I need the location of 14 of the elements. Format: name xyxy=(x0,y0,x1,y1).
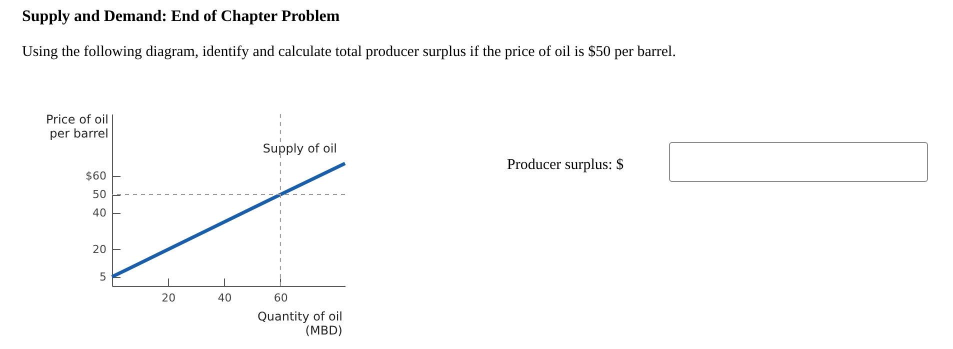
chart-title: Supply and Demand: End of Chapter Problem xyxy=(22,8,340,26)
x-tick-label: 60 xyxy=(274,292,288,304)
y-tick-label: 50 xyxy=(92,188,106,202)
y-tick-label: 5 xyxy=(100,270,106,284)
x-axis-title: Quantity of oil (MBD) xyxy=(257,310,342,338)
y-tick-label: $60 xyxy=(86,170,106,183)
text: Producer surplus: $ xyxy=(507,157,624,174)
chart-subtitle: Using the following diagram, identify and calculate total producer surplus if the price of oil is $50 per barrel. xyxy=(22,44,676,61)
y-axis-title: Price of oil per barrel xyxy=(46,112,108,140)
x-tick-label: 20 xyxy=(162,292,176,304)
x-tick-label: 40 xyxy=(218,292,232,304)
y-tick-label: 40 xyxy=(92,206,106,220)
series-label: Supply of oil xyxy=(262,141,337,156)
y-tick-label: 20 xyxy=(92,242,106,256)
